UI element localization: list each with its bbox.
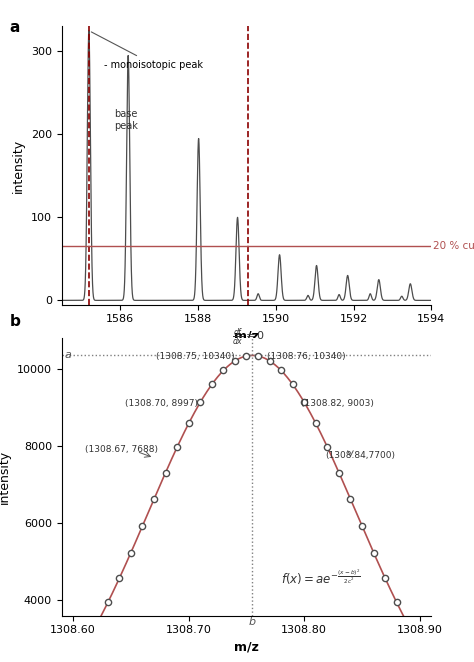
Text: (1308.67, 7688): (1308.67, 7688) bbox=[85, 445, 158, 454]
Text: $\frac{df}{dx}=0$: $\frac{df}{dx}=0$ bbox=[232, 326, 265, 348]
Y-axis label: intensity: intensity bbox=[0, 449, 11, 504]
Text: (1308.84,7700): (1308.84,7700) bbox=[325, 451, 395, 460]
Text: a: a bbox=[9, 20, 20, 35]
Text: b: b bbox=[9, 314, 20, 330]
X-axis label: m/z: m/z bbox=[234, 330, 259, 343]
Text: - monoisotopic peak: - monoisotopic peak bbox=[91, 32, 203, 70]
Text: (1308.76, 10340): (1308.76, 10340) bbox=[267, 352, 346, 361]
Text: $f(x) = ae^{-\frac{(x-b)^2}{2c^2}}$: $f(x) = ae^{-\frac{(x-b)^2}{2c^2}}$ bbox=[281, 567, 361, 587]
Text: 20 % cut-off: 20 % cut-off bbox=[433, 242, 474, 252]
Text: (1308.70, 8997): (1308.70, 8997) bbox=[125, 399, 198, 408]
Y-axis label: intensity: intensity bbox=[12, 138, 25, 193]
X-axis label: m/z: m/z bbox=[234, 641, 259, 654]
Text: (1308.82, 9003): (1308.82, 9003) bbox=[301, 399, 374, 408]
Text: (1308.75, 10340): (1308.75, 10340) bbox=[156, 352, 235, 361]
Text: $a$: $a$ bbox=[64, 350, 72, 360]
Text: base
peak: base peak bbox=[114, 109, 138, 131]
Text: $b$: $b$ bbox=[248, 615, 256, 627]
